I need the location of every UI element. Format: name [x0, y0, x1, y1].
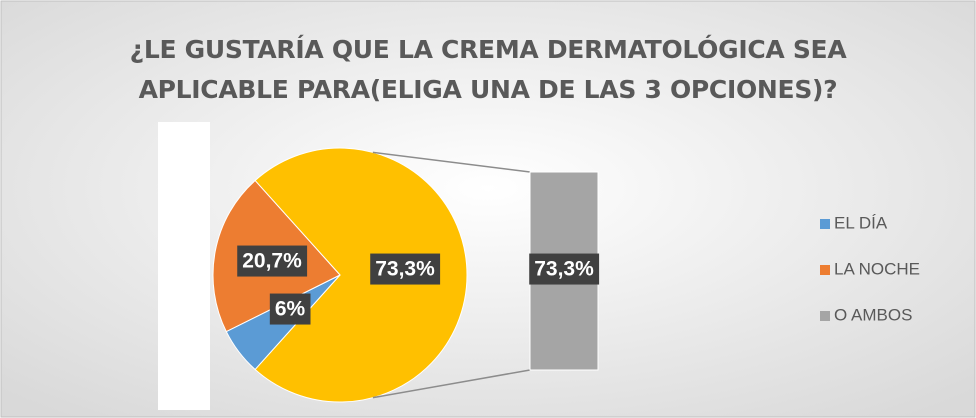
- data-label-box: [370, 253, 441, 285]
- legend-label: LA NOCHE: [834, 259, 920, 278]
- chart-title: ¿LE GUSTARÍA QUE LA CREMA DERMATOLÓGICA …: [129, 35, 847, 104]
- data-label: 6%: [275, 298, 306, 321]
- connector-line: [372, 369, 531, 399]
- connector-line: [372, 151, 531, 173]
- pie-slice: [254, 147, 468, 403]
- data-label-box: [269, 293, 311, 325]
- data-label: 73,3%: [375, 258, 435, 281]
- legend-swatch: [820, 265, 830, 275]
- data-label: 20,7%: [242, 250, 302, 273]
- blank-area: [158, 122, 210, 410]
- data-label-box: [529, 253, 600, 285]
- legend-label: O AMBOS: [834, 305, 912, 324]
- legend-swatch: [820, 311, 830, 321]
- data-label: 73,3%: [534, 258, 594, 281]
- data-label-box: [237, 245, 308, 277]
- legend-label: EL DÍA: [834, 213, 888, 232]
- legend-swatch: [820, 219, 830, 229]
